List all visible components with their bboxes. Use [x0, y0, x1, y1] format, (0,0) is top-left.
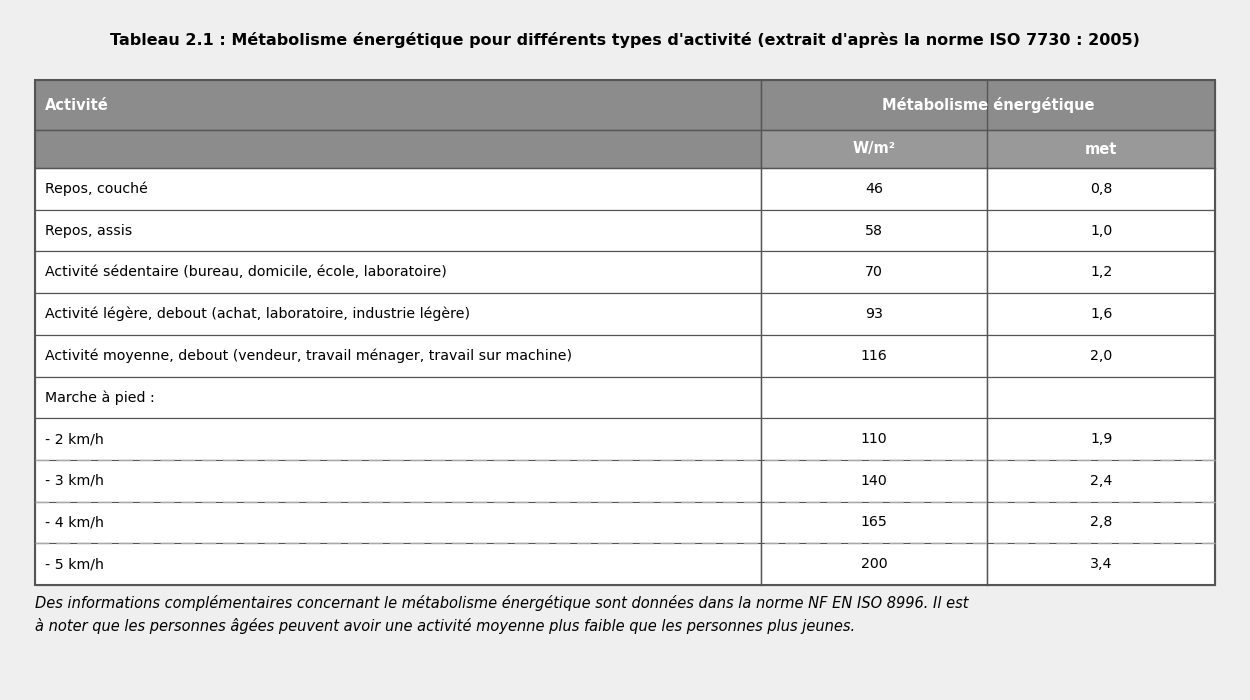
- Text: 140: 140: [860, 474, 887, 488]
- Bar: [988, 293, 1215, 335]
- Text: Activité moyenne, debout (vendeur, travail ménager, travail sur machine): Activité moyenne, debout (vendeur, trava…: [45, 349, 572, 363]
- Bar: [35, 543, 761, 585]
- Bar: [35, 80, 1215, 585]
- Bar: [35, 293, 761, 335]
- Bar: [761, 418, 988, 460]
- Bar: [761, 377, 988, 418]
- Bar: [761, 251, 988, 293]
- Bar: [988, 130, 1215, 168]
- Text: 1,9: 1,9: [1090, 432, 1112, 446]
- Text: 2,4: 2,4: [1090, 474, 1112, 488]
- Bar: [35, 418, 761, 460]
- Bar: [35, 335, 761, 377]
- Text: 165: 165: [860, 515, 887, 529]
- Bar: [988, 460, 1215, 502]
- Bar: [35, 210, 761, 251]
- Bar: [35, 460, 761, 502]
- Bar: [35, 168, 761, 210]
- Text: - 3 km/h: - 3 km/h: [45, 474, 104, 488]
- Bar: [761, 130, 988, 168]
- Bar: [988, 210, 1215, 251]
- Bar: [35, 130, 761, 168]
- Bar: [761, 502, 988, 543]
- Bar: [35, 251, 761, 293]
- Text: 58: 58: [865, 223, 882, 237]
- Text: Métabolisme énergétique: Métabolisme énergétique: [881, 97, 1094, 113]
- Bar: [761, 210, 988, 251]
- Bar: [761, 168, 988, 210]
- Text: Tableau 2.1 : Métabolisme énergétique pour différents types d'activité (extrait : Tableau 2.1 : Métabolisme énergétique po…: [110, 32, 1140, 48]
- Text: 3,4: 3,4: [1090, 557, 1112, 571]
- Text: 1,2: 1,2: [1090, 265, 1112, 279]
- Text: 46: 46: [865, 182, 882, 196]
- Text: Repos, couché: Repos, couché: [45, 181, 148, 196]
- Text: à noter que les personnes âgées peuvent avoir une activité moyenne plus faible q: à noter que les personnes âgées peuvent …: [35, 618, 855, 634]
- Bar: [988, 168, 1215, 210]
- Bar: [988, 377, 1215, 418]
- Text: - 2 km/h: - 2 km/h: [45, 432, 104, 446]
- Bar: [988, 335, 1215, 377]
- Bar: [988, 251, 1215, 293]
- Text: Activité: Activité: [45, 97, 109, 113]
- Text: Activité légère, debout (achat, laboratoire, industrie légère): Activité légère, debout (achat, laborato…: [45, 307, 470, 321]
- Text: - 4 km/h: - 4 km/h: [45, 515, 104, 529]
- Text: - 5 km/h: - 5 km/h: [45, 557, 104, 571]
- Bar: [35, 502, 761, 543]
- Text: 2,8: 2,8: [1090, 515, 1112, 529]
- Text: 1,6: 1,6: [1090, 307, 1112, 321]
- Bar: [761, 293, 988, 335]
- Text: 116: 116: [860, 349, 887, 363]
- Text: 1,0: 1,0: [1090, 223, 1112, 237]
- Text: Marche à pied :: Marche à pied :: [45, 390, 155, 405]
- Text: 70: 70: [865, 265, 882, 279]
- Text: 0,8: 0,8: [1090, 182, 1112, 196]
- Text: met: met: [1085, 141, 1118, 157]
- Bar: [988, 418, 1215, 460]
- Text: Repos, assis: Repos, assis: [45, 223, 132, 237]
- Bar: [761, 543, 988, 585]
- Bar: [988, 543, 1215, 585]
- Text: Des informations complémentaires concernant le métabolisme énergétique sont donn: Des informations complémentaires concern…: [35, 595, 969, 611]
- Text: W/m²: W/m²: [853, 141, 895, 157]
- Text: 110: 110: [861, 432, 887, 446]
- Text: 200: 200: [861, 557, 887, 571]
- Bar: [761, 460, 988, 502]
- Bar: [35, 377, 761, 418]
- Bar: [761, 80, 1215, 130]
- Text: 2,0: 2,0: [1090, 349, 1112, 363]
- Text: 93: 93: [865, 307, 882, 321]
- Bar: [988, 502, 1215, 543]
- Text: Activité sédentaire (bureau, domicile, école, laboratoire): Activité sédentaire (bureau, domicile, é…: [45, 265, 446, 279]
- Bar: [761, 335, 988, 377]
- Bar: [35, 80, 761, 130]
